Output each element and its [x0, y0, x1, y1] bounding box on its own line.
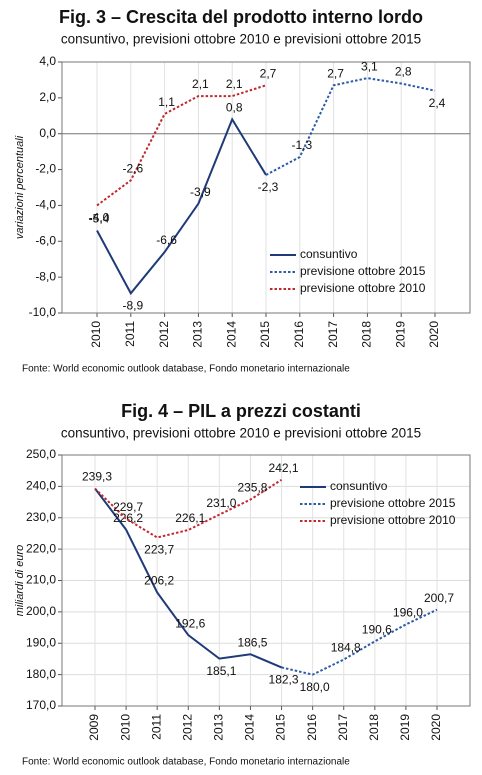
data-label: 3,1 [361, 59, 378, 73]
x-tick-label: 2013 [212, 714, 226, 741]
y-tick-label: -6,0 [35, 233, 56, 247]
data-label: 2,1 [192, 77, 209, 91]
y-tick-label: 0,0 [39, 126, 56, 140]
x-tick-label: 2020 [427, 321, 441, 348]
x-tick-label: 2014 [243, 714, 257, 741]
x-tick-label: 2019 [398, 714, 412, 741]
x-tick-label: 2012 [180, 714, 194, 741]
x-tick-label: 2018 [367, 714, 381, 741]
x-tick-label: 2014 [224, 321, 238, 348]
data-label: 180,0 [300, 680, 330, 694]
y-tick-label: 250,0 [26, 447, 56, 461]
x-tick-label: 2020 [429, 714, 443, 741]
x-tick-label: 2015 [274, 714, 288, 741]
data-label: 226,1 [175, 511, 205, 525]
y-tick-label: 190,0 [26, 635, 56, 649]
x-tick-label: 2019 [393, 321, 407, 348]
y-tick-label: 170,0 [26, 698, 56, 712]
data-label: 239,3 [82, 470, 112, 484]
series-line [96, 84, 267, 207]
data-label: -6,6 [156, 233, 177, 247]
x-tick-label: 2016 [292, 321, 306, 348]
data-label: 186,5 [237, 635, 267, 649]
series-line [96, 117, 267, 296]
x-tick-label: 2011 [149, 714, 163, 740]
data-label: 2,8 [395, 65, 412, 79]
plot-frame [61, 454, 471, 707]
data-label: 1,1 [158, 95, 175, 109]
data-label: 2,7 [327, 66, 344, 80]
y-tick-label: 240,0 [26, 479, 56, 493]
y-tick-label: 200,0 [26, 604, 56, 618]
y-tick-label: 2,0 [39, 90, 56, 104]
data-label: 190,6 [362, 623, 392, 637]
y-tick-label: 210,0 [26, 573, 56, 587]
data-label: 206,2 [144, 574, 174, 588]
data-label: 196,0 [393, 606, 423, 620]
data-label: 2,1 [226, 77, 243, 91]
x-tick-label: 2015 [258, 321, 272, 348]
chart-subtitle: consuntivo, previsioni ottobre 2010 e pr… [61, 426, 421, 441]
x-tick-label: 2017 [336, 714, 350, 741]
data-label: 2,4 [429, 96, 446, 110]
x-tick-label: 2013 [191, 321, 205, 348]
data-label: 182,3 [269, 673, 299, 687]
y-tick-label: 220,0 [26, 541, 56, 555]
chart-subtitle: consuntivo, previsioni ottobre 2010 e pr… [61, 32, 421, 47]
data-label: 2,7 [260, 66, 277, 80]
y-axis-label: miliardi di euro [14, 545, 26, 617]
legend-label: previsione ottobre 2015 [300, 264, 426, 278]
x-tick-label: 2011 [123, 321, 137, 347]
plot-frame [61, 61, 471, 314]
data-label: -5,4 [89, 212, 110, 226]
series-line [94, 487, 282, 669]
y-tick-label: -2,0 [35, 162, 56, 176]
data-label: 192,6 [175, 616, 205, 630]
x-tick-label: 2016 [305, 714, 319, 741]
data-label: 235,8 [237, 481, 267, 495]
data-label: 200,7 [424, 591, 454, 605]
data-label: 242,1 [269, 461, 299, 475]
x-tick-label: 2017 [326, 321, 340, 348]
x-tick-label: 2018 [360, 321, 374, 348]
legend-label: previsione ottobre 2015 [330, 496, 456, 510]
data-label: -2,6 [122, 162, 143, 176]
chart-title: Fig. 4 – PIL a prezzi costanti [121, 401, 361, 421]
x-tick-label: 2009 [87, 714, 101, 741]
x-tick-label: 2010 [118, 714, 132, 741]
data-label: 231,0 [206, 496, 236, 510]
x-tick-label: 2010 [89, 321, 103, 348]
y-tick-label: 230,0 [26, 510, 56, 524]
y-tick-label: -4,0 [35, 198, 56, 212]
legend-label: consuntivo [300, 247, 358, 261]
data-label: -4,0 [89, 211, 110, 225]
y-tick-label: -8,0 [35, 269, 56, 283]
data-label: -8,9 [122, 298, 143, 312]
y-tick-label: 180,0 [26, 667, 56, 681]
y-tick-label: 4,0 [39, 54, 56, 68]
data-label: 185,1 [206, 664, 236, 678]
data-label: -3,9 [190, 185, 211, 199]
series-line [94, 478, 283, 539]
y-tick-label: -10,0 [29, 305, 57, 319]
data-label: 0,8 [226, 101, 243, 115]
chart-title: Fig. 3 – Crescita del prodotto interno l… [59, 7, 423, 27]
source: Fonte: World economic outlook database, … [22, 364, 350, 375]
data-label: 223,7 [144, 543, 174, 557]
series-line [265, 77, 436, 176]
source: Fonte: World economic outlook database, … [22, 757, 350, 768]
legend-label: previsione ottobre 2010 [330, 513, 456, 527]
data-label: 184,8 [331, 641, 361, 655]
data-label: -2,3 [258, 180, 279, 194]
legend-label: previsione ottobre 2010 [300, 281, 426, 295]
data-label: -1,3 [291, 138, 312, 152]
legend-label: consuntivo [330, 479, 388, 493]
y-axis-label: variazioni percentuali [14, 135, 26, 239]
data-label: 229,7 [113, 500, 143, 514]
x-tick-label: 2012 [157, 321, 171, 348]
